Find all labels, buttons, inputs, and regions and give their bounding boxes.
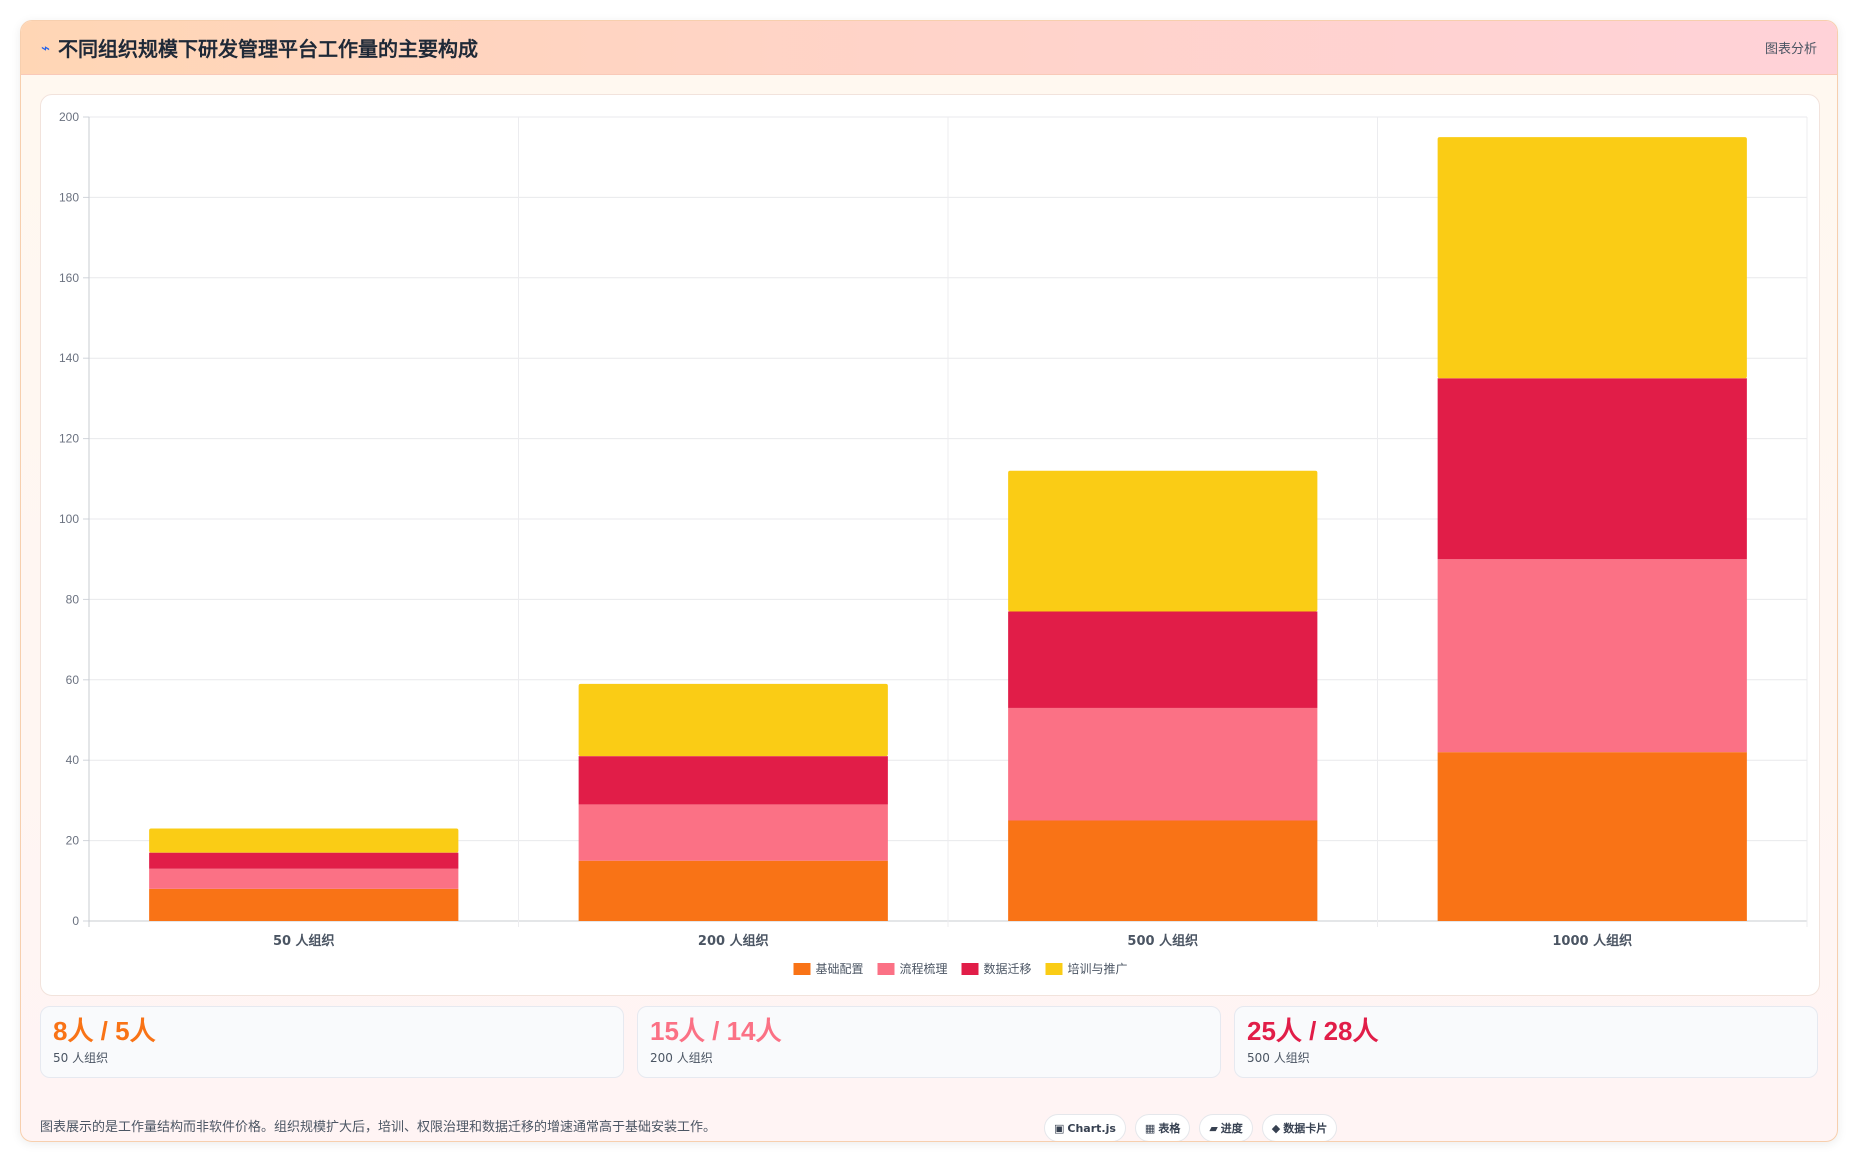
legend-swatch [1045,963,1063,975]
bar-segment [578,756,888,805]
y-tick-label: 20 [66,834,80,848]
stat-label: 50 人组织 [53,1051,109,1065]
stat-card-50: 8人 / 5人 50 人组织 [40,1006,624,1078]
page-title: 不同组织规模下研发管理平台工作量的主要构成 [58,37,479,61]
stat-card-200: 15人 / 14人 200 人组织 [637,1006,1221,1078]
x-tick-label: 200 人组织 [698,933,769,949]
chip-progress[interactable]: ▰ 进度 [1199,1114,1253,1141]
chart-panel: ⌁ 不同组织规模下研发管理平台工作量的主要构成 图表分析 0 20 40 60 80 10… [20,20,1838,1142]
footnote: 图表展示的是工作量结构而非软件价格。组织规模扩大后，培训、权限治理和数据迁移的增… [40,1120,717,1135]
bar-segment [149,852,459,869]
bar-segment [149,828,459,853]
x-tick-label: 1000 人组织 [1552,933,1632,949]
stat-label: 200 人组织 [650,1051,713,1065]
legend-swatch [877,963,895,975]
bar-segment [578,683,888,757]
stat-label: 500 人组织 [1247,1051,1310,1065]
bar-segment [1437,378,1747,560]
x-tick-label: 500 人组织 [1127,933,1198,949]
chip-table[interactable]: ▦ 表格 [1134,1114,1191,1141]
stats-row: 8人 / 5人 50 人组织 15人 / 14人 200 人组织 25人 / 2… [40,1006,1818,1080]
y-tick-label: 40 [66,753,80,767]
chip-label: Chart.js [1067,1121,1116,1135]
legend-label: 基础配置 [816,962,864,976]
legend-label: 培训与推广 [1068,961,1128,976]
data-card-icon: ◆ [1271,1121,1281,1135]
y-tick-label: 180 [59,190,79,204]
y-tick-label: 200 [59,110,79,124]
y-tick-label: 140 [59,351,79,365]
progress-icon: ▰ [1209,1121,1218,1135]
tool-chips: ▣ Chart.js ▦ 表格 ▰ 进度 ◆ 数据卡片 [1044,1114,1338,1141]
bar-segment [1008,707,1318,821]
bar-segment [578,860,888,921]
bar-segment [1437,559,1747,753]
legend-swatch [961,963,979,975]
bar-segment [578,804,888,861]
stacked-bar-chart: 0 20 40 60 80 100 120 140 160 180 200 50 人组织 200 人组织… [59,110,1808,976]
y-tick-label: 80 [66,592,80,606]
bar-segment [1008,470,1318,612]
table-icon: ▦ [1144,1121,1156,1135]
legend-label: 流程梳理 [900,961,948,976]
bar-segment [149,888,459,921]
y-tick-label: 0 [72,914,79,928]
stat-card-500: 25人 / 28人 500 人组织 [1234,1006,1818,1078]
panel-header: ⌁ 不同组织规模下研发管理平台工作量的主要构成 图表分析 [21,21,1837,75]
x-tick-label: 50 人组织 [273,933,335,949]
legend-label: 数据迁移 [984,961,1032,976]
chip-label: 表格 [1158,1122,1181,1135]
y-tick-label: 100 [59,512,79,526]
chart-card: 0 20 40 60 80 100 120 140 160 180 200 50 人组织 200 人组织… [40,94,1820,996]
bar-segment [1008,611,1318,708]
stat-value: 8人 / 5人 [53,1016,156,1046]
bar-segment [1437,752,1747,921]
y-tick-label: 60 [66,673,80,687]
header-tag: 图表分析 [1764,42,1817,57]
stat-value: 15人 / 14人 [650,1016,782,1046]
y-tick-label: 160 [59,271,79,285]
bar-segment [149,868,459,889]
bar-segment [1008,820,1318,921]
chip-chartjs[interactable]: ▣ Chart.js [1044,1114,1126,1141]
y-tick-label: 120 [59,432,79,446]
chip-label: 数据卡片 [1283,1122,1328,1135]
stat-value: 25人 / 28人 [1247,1016,1379,1046]
bar-segment [1437,137,1747,379]
chart-icon: ⌁ [41,38,51,57]
legend-swatch [793,963,811,975]
chart-icon: ▣ [1054,1121,1065,1135]
chip-data-card[interactable]: ◆ 数据卡片 [1261,1114,1338,1141]
chip-label: 进度 [1220,1122,1243,1135]
